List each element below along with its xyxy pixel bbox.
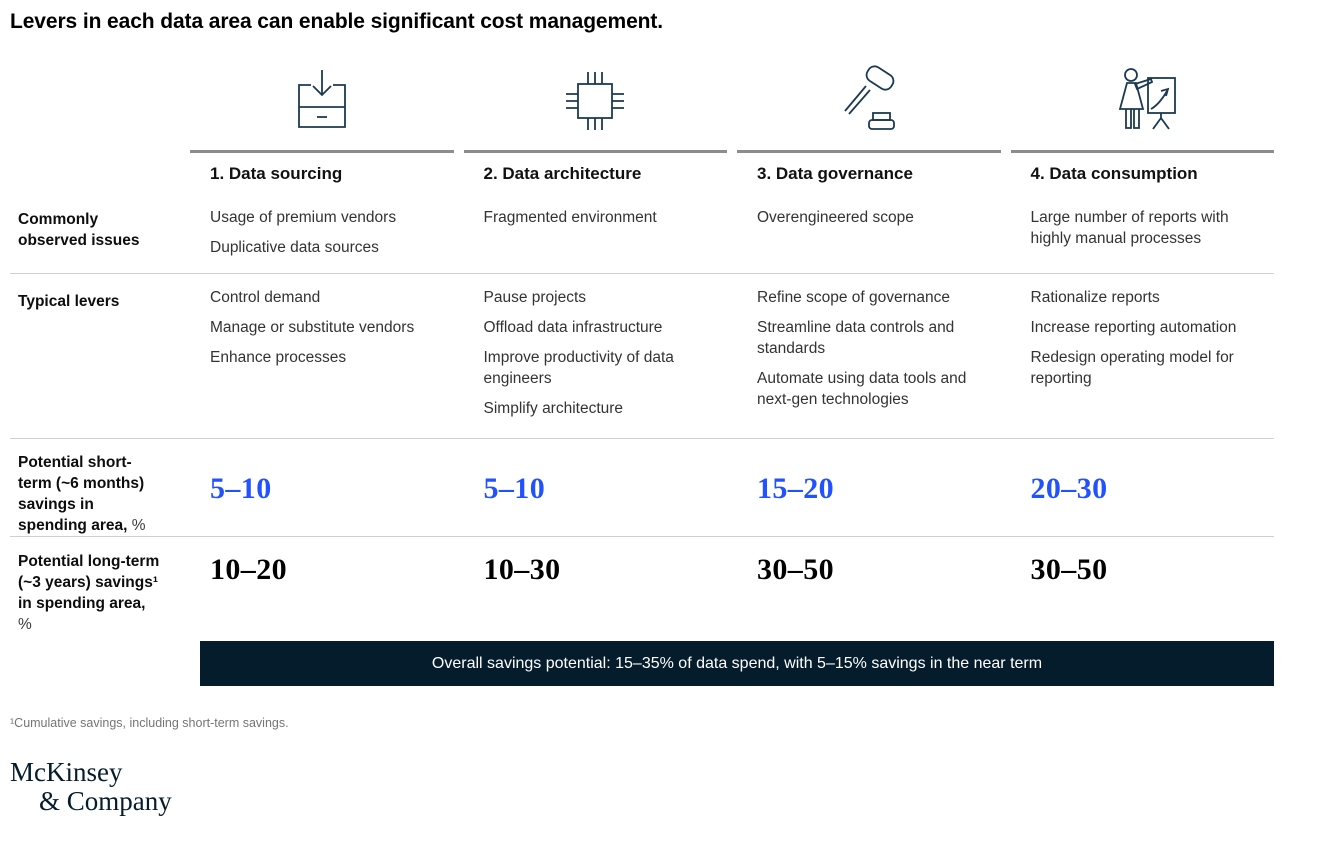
issue-item: Duplicative data sources — [210, 239, 379, 256]
levers-cell-data-architecture: Pause projects Offload data infrastructu… — [464, 274, 728, 438]
mckinsey-logo: McKinsey & Company — [10, 758, 1274, 816]
column-title: 4. Data consumption — [1010, 150, 1274, 192]
issues-cell-data-sourcing: Usage of premium vendors Duplicative dat… — [190, 192, 454, 273]
lever-item: Control demand — [210, 289, 321, 306]
long-term-value-data-sourcing: 10–20 — [210, 553, 287, 586]
issue-item: Fragmented environment — [483, 209, 657, 226]
column-title: 2. Data architecture — [463, 150, 727, 192]
short-term-value-data-governance: 15–20 — [757, 472, 834, 505]
row-label-issues: Commonly observed issues — [18, 211, 140, 249]
column-header-data-governance: 3. Data governance — [737, 58, 1001, 192]
gavel-icon — [737, 58, 1001, 150]
lever-item: Manage or substitute vendors — [210, 319, 415, 336]
row-short-term-savings: Potential short-term (~6 months) savings… — [10, 439, 1274, 537]
page-title: Levers in each data area can enable sign… — [10, 10, 664, 33]
logo-line2: & Company — [39, 786, 172, 816]
row-label-short-term: Potential short-term (~6 months) savings… — [10, 439, 180, 536]
footnote: ¹Cumulative savings, including short-ter… — [10, 716, 289, 730]
column-title: 1. Data sourcing — [190, 150, 454, 192]
short-term-unit: % — [131, 517, 146, 534]
row-issues: Commonly observed issues Usage of premiu… — [10, 192, 1274, 274]
lever-item: Improve productivity of data engineers — [483, 349, 674, 387]
lever-item: Increase reporting automation — [1030, 319, 1237, 336]
logo-line1: McKinsey — [10, 757, 123, 787]
row-label-levers: Typical levers — [18, 293, 120, 310]
column-title: 3. Data governance — [737, 150, 1001, 192]
issues-cell-data-governance: Overengineered scope — [737, 192, 1001, 273]
banner-row: Overall savings potential: 15–35% of dat… — [10, 641, 1274, 686]
header-spacer — [10, 58, 180, 192]
short-term-value-data-architecture: 5–10 — [483, 472, 546, 505]
lever-item: Streamline data controls and standards — [757, 319, 955, 357]
lever-item: Automate using data tools and next-gen t… — [757, 370, 967, 408]
row-levers: Typical levers Control demand Manage or … — [10, 274, 1274, 439]
lever-item: Pause projects — [483, 289, 587, 306]
overall-savings-banner: Overall savings potential: 15–35% of dat… — [200, 641, 1274, 686]
issues-cell-data-architecture: Fragmented environment — [464, 192, 728, 273]
levers-cell-data-sourcing: Control demand Manage or substitute vend… — [190, 274, 454, 438]
issue-item: Large number of reports with highly manu… — [1030, 209, 1229, 247]
lever-item: Refine scope of governance — [757, 289, 951, 306]
row-long-term-savings: Potential long-term (~3 years) savings¹ … — [10, 537, 1274, 635]
levers-cell-data-consumption: Rationalize reports Increase reporting a… — [1011, 274, 1275, 438]
short-term-label-text: Potential short-term (~6 months) savings… — [18, 454, 145, 534]
short-term-value-data-consumption: 20–30 — [1030, 472, 1108, 505]
chip-icon — [464, 58, 728, 150]
levers-cell-data-governance: Refine scope of governance Streamline da… — [737, 274, 1001, 438]
short-term-value-data-sourcing: 5–10 — [210, 472, 272, 505]
column-header-data-consumption: 4. Data consumption — [1010, 58, 1275, 192]
lever-item: Enhance processes — [210, 349, 347, 366]
issue-item: Overengineered scope — [757, 209, 914, 226]
long-term-value-data-architecture: 10–30 — [483, 553, 561, 586]
lever-item: Simplify architecture — [483, 400, 624, 417]
column-header-data-architecture: 2. Data architecture — [463, 58, 728, 192]
column-header-data-sourcing: 1. Data sourcing — [190, 58, 454, 192]
long-term-value-data-consumption: 30–50 — [1030, 553, 1108, 586]
issues-cell-data-consumption: Large number of reports with highly manu… — [1011, 192, 1275, 273]
long-term-unit: % — [18, 616, 32, 633]
lever-item: Offload data infrastructure — [483, 319, 663, 336]
lever-item: Rationalize reports — [1030, 289, 1160, 306]
column-header-row: 1. Data sourcing 2. Data architecture — [10, 58, 1274, 192]
issue-item: Usage of premium vendors — [210, 209, 397, 226]
long-term-value-data-governance: 30–50 — [757, 553, 834, 586]
lever-item: Redesign operating model for reporting — [1030, 349, 1234, 387]
inbox-download-icon — [190, 58, 454, 150]
long-term-label-text: Potential long-term (~3 years) savings¹ … — [18, 553, 160, 612]
row-label-long-term: Potential long-term (~3 years) savings¹ … — [10, 537, 180, 635]
presenter-chart-icon — [1011, 58, 1275, 150]
